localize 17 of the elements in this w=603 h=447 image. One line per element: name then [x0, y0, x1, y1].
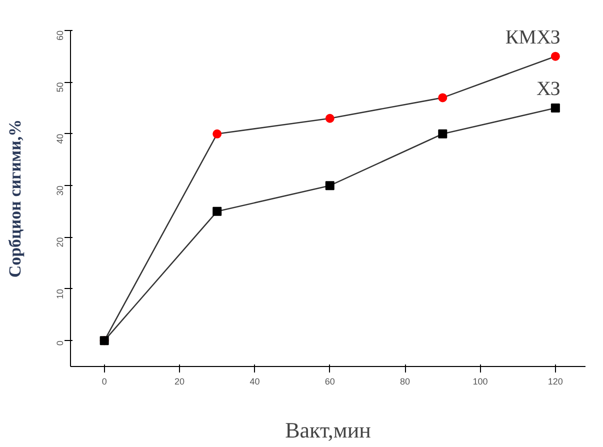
- y-tick-label: 10: [55, 288, 65, 299]
- x-tick-label: 100: [472, 376, 488, 386]
- y-tick-label: 0: [55, 340, 65, 346]
- x-tick-label: 0: [102, 376, 107, 386]
- y-tick-label: 30: [55, 186, 65, 196]
- x-tick-label: 20: [174, 376, 185, 386]
- y-tick-label: 60: [55, 30, 65, 41]
- y-axis-title: Сорбцион сигими,%: [6, 119, 24, 278]
- y-tick-label: 40: [55, 134, 65, 144]
- x-tick-label: 60: [324, 376, 335, 386]
- y-tick-label: 20: [55, 237, 65, 248]
- x-tick-label: 120: [548, 376, 563, 386]
- x-tick-label: 40: [250, 376, 260, 386]
- x-axis-title: Вакт,мин: [285, 418, 372, 442]
- x-tick-label: 80: [400, 376, 410, 386]
- y-tick-label: 50: [55, 82, 65, 92]
- series-label: ХЗ: [536, 78, 560, 100]
